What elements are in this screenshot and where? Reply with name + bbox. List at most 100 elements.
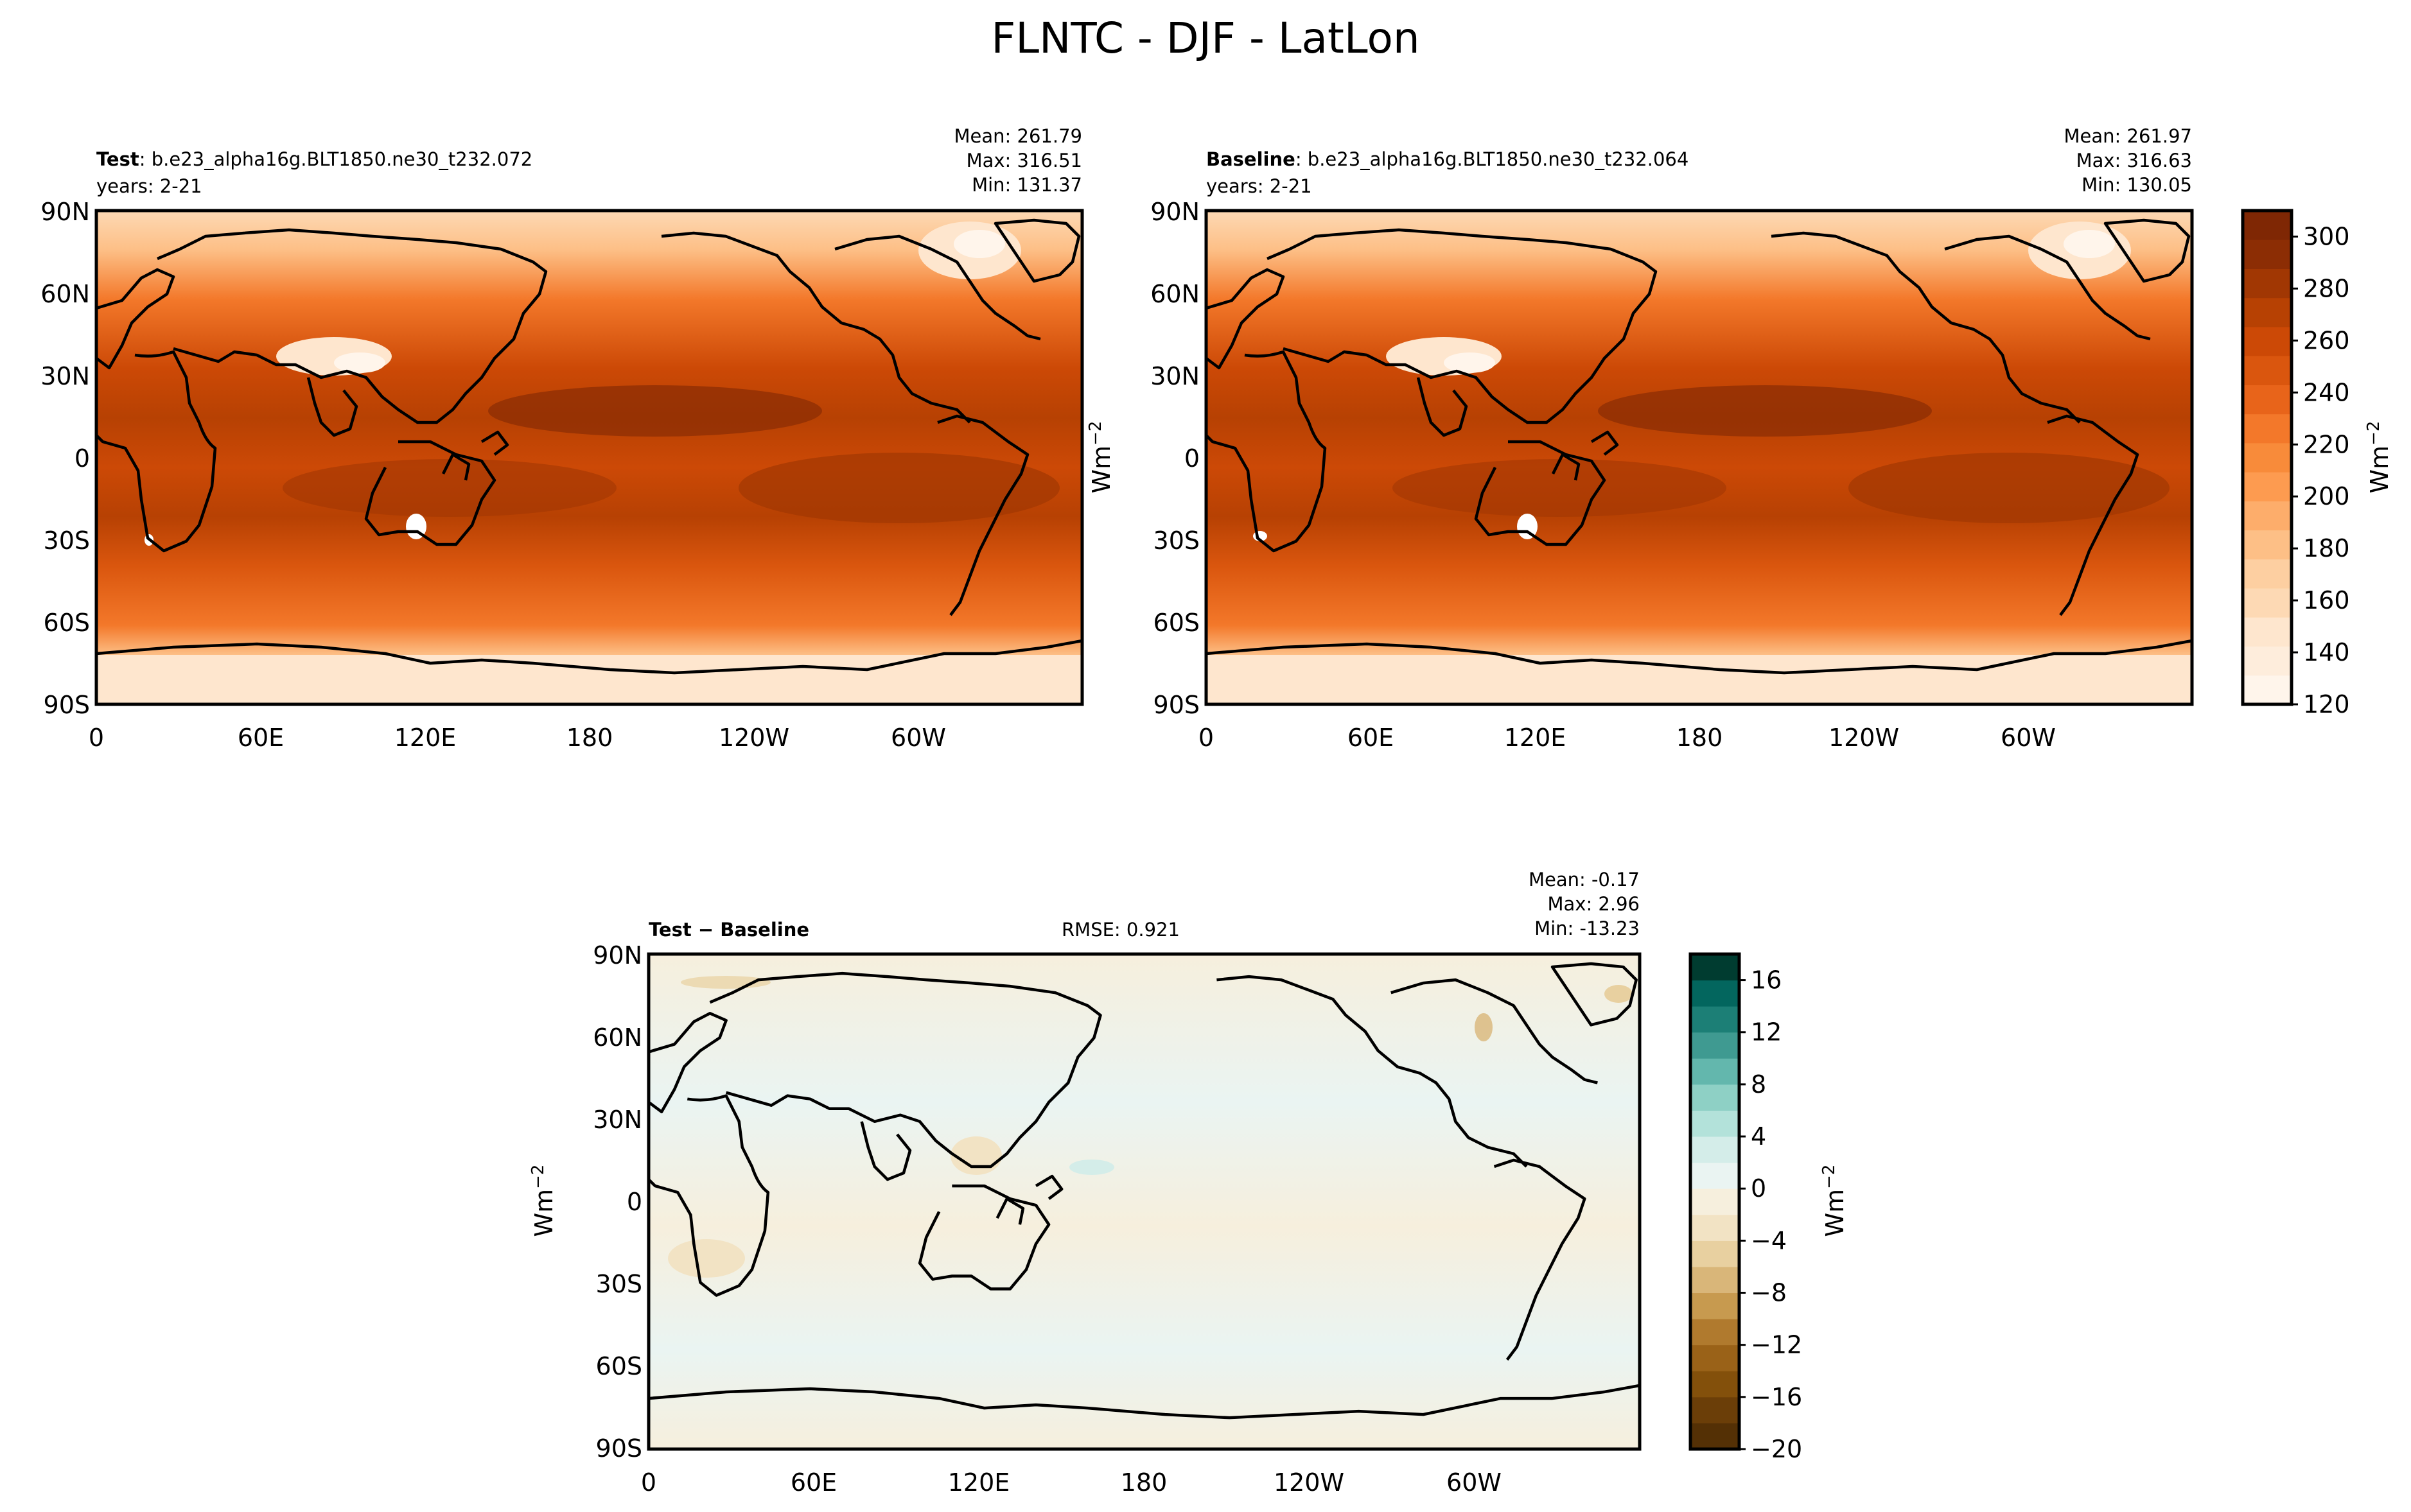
panel-test-units: Wm−2 (1086, 421, 1116, 494)
panel-test-label-bold: Test (96, 148, 139, 170)
figure-title: FLNTC - DJF - LatLon (991, 13, 1419, 63)
panel-test-xticks: 0 60E 120E 180 120W 60W (89, 724, 946, 752)
colorbar-segment (2243, 297, 2292, 327)
colorbar-tick-label: 16 (1751, 966, 1782, 995)
ytick-0: 0 (75, 444, 90, 473)
panel-test-map (96, 211, 1082, 704)
colorbar-tick-label: 8 (1751, 1070, 1766, 1099)
colorbar-segment (1690, 1396, 1739, 1423)
panel-baseline-mean: Mean: 261.97 (2064, 125, 2192, 147)
ytick-30n: 30N (40, 362, 90, 390)
colorbar-segment (1690, 1058, 1739, 1085)
ytick-0: 0 (627, 1188, 642, 1216)
colorbar-segment (2243, 442, 2292, 473)
colorbar-segment (2243, 559, 2292, 589)
ytick-60s: 60S (1153, 609, 1200, 637)
colorbar-segment (1690, 1136, 1739, 1163)
colorbar-tick-label: 280 (2303, 274, 2350, 302)
ytick-60n: 60N (1150, 280, 1200, 308)
panel-diff-units: Wm−2 (529, 1165, 558, 1237)
ytick-90s: 90S (1153, 691, 1200, 719)
colorbar-segment (1690, 1162, 1739, 1189)
panel-diff-frame (647, 952, 1642, 1451)
panel-test-coastlines (95, 218, 1083, 675)
ytick-30s: 30S (596, 1270, 642, 1298)
ytick-60n: 60N (40, 280, 90, 308)
colorbar-segment (2243, 501, 2292, 531)
xtick-0: 0 (89, 724, 104, 752)
colorbar-segment (1690, 1292, 1739, 1319)
colorbar-tick-label: −20 (1751, 1435, 1802, 1463)
colorbar-segment (1690, 1266, 1739, 1294)
panel-diff: Test − Baseline RMSE: 0.921 Mean: -0.17 … (529, 869, 1642, 1497)
panel-test: Test: b.e23_alpha16g.BLT1850.ne30_t232.0… (40, 125, 1084, 752)
ytick-60n: 60N (593, 1023, 642, 1052)
xtick-0: 0 (641, 1468, 656, 1497)
colorbar-tick-label: 200 (2303, 482, 2350, 510)
colorbar-segment (2243, 675, 2292, 705)
colorbar-tick-label: 260 (2303, 326, 2350, 354)
colorbar-segment (1690, 1214, 1739, 1241)
panel-baseline-label: Baseline: b.e23_alpha16g.BLT1850.ne30_t2… (1206, 148, 1688, 170)
xtick-0: 0 (1198, 724, 1214, 752)
xtick-60e: 60E (1347, 724, 1394, 752)
panel-diff-mean: Mean: -0.17 (1529, 869, 1640, 891)
colorbar-tick-label: 160 (2303, 586, 2350, 614)
colorbar-segment (1690, 1240, 1739, 1267)
colorbar-segment (1690, 1032, 1739, 1059)
xtick-120w: 120W (1828, 724, 1899, 752)
colorbar-segment (1690, 1423, 1739, 1450)
colorbar-main: 300 280 260 240 220 200 180 160 140 120 Wm−2 (2241, 209, 2394, 718)
colorbar-tick-label: 140 (2303, 638, 2350, 666)
xtick-60w: 60W (891, 724, 946, 752)
panel-baseline-frame (1204, 209, 2194, 706)
panel-diff-max: Max: 2.96 (1547, 893, 1640, 915)
colorbar-segment (1690, 1371, 1739, 1398)
xtick-180: 180 (1676, 724, 1723, 752)
panel-baseline-years: years: 2-21 (1206, 175, 1312, 197)
ytick-0: 0 (1184, 444, 1200, 473)
panel-diff-coastlines (647, 962, 1640, 1420)
xtick-120w: 120W (1274, 1468, 1344, 1497)
xtick-60w: 60W (2001, 724, 2056, 752)
colorbar-segment (2243, 588, 2292, 618)
ytick-30n: 30N (1150, 362, 1200, 390)
colorbar-diff: 16 12 8 4 0 −4 −8 −12 −16 −20 Wm−2 (1688, 952, 1849, 1463)
colorbar-segment (2243, 472, 2292, 501)
panel-baseline-coastlines (1205, 218, 2193, 675)
panel-baseline-xticks: 0 60E 120E 180 120W 60W (1198, 724, 2056, 752)
colorbar-main-ticks: 300 280 260 240 220 200 180 160 140 120 (2292, 222, 2350, 718)
colorbar-tick-label: −12 (1751, 1331, 1802, 1359)
xtick-120e: 120E (948, 1468, 1010, 1497)
ytick-60s: 60S (596, 1352, 642, 1380)
panel-baseline: Baseline: b.e23_alpha16g.BLT1850.ne30_t2… (1150, 125, 2194, 752)
ytick-90n: 90N (1150, 198, 1200, 226)
colorbar-tick-label: 240 (2303, 378, 2350, 406)
xtick-180: 180 (1121, 1468, 1168, 1497)
panel-baseline-map (1206, 211, 2192, 704)
colorbar-segment (2243, 385, 2292, 415)
panel-baseline-max: Max: 316.63 (2076, 150, 2192, 171)
colorbar-diff-ticks: 16 12 8 4 0 −4 −8 −12 −16 −20 (1739, 966, 1802, 1463)
colorbar-tick-label: −8 (1751, 1279, 1787, 1307)
ytick-90n: 90N (40, 198, 90, 226)
panel-test-label-rest: : b.e23_alpha16g.BLT1850.ne30_t232.072 (139, 148, 532, 170)
ytick-30s: 30S (1153, 526, 1200, 555)
colorbar-tick-label: 220 (2303, 430, 2350, 458)
colorbar-segment (2243, 617, 2292, 647)
panel-test-years: years: 2-21 (96, 175, 202, 197)
colorbar-main-frame (2241, 209, 2293, 706)
colorbar-diff-units: Wm−2 (1819, 1165, 1849, 1237)
colorbar-segment (2243, 646, 2292, 676)
colorbar-segment (1690, 954, 1739, 981)
xtick-180: 180 (566, 724, 613, 752)
colorbar-segment (1690, 1006, 1739, 1033)
colorbar-tick-label: 0 (1751, 1174, 1766, 1203)
colorbar-segment (1690, 1344, 1739, 1371)
ytick-60s: 60S (44, 609, 90, 637)
colorbar-tick-label: 180 (2303, 534, 2350, 562)
panel-diff-xticks: 0 60E 120E 180 120W 60W (641, 1468, 1502, 1497)
colorbar-segment (2243, 356, 2292, 385)
colorbar-segment (1690, 1319, 1739, 1346)
colorbar-segment (1690, 1084, 1739, 1111)
